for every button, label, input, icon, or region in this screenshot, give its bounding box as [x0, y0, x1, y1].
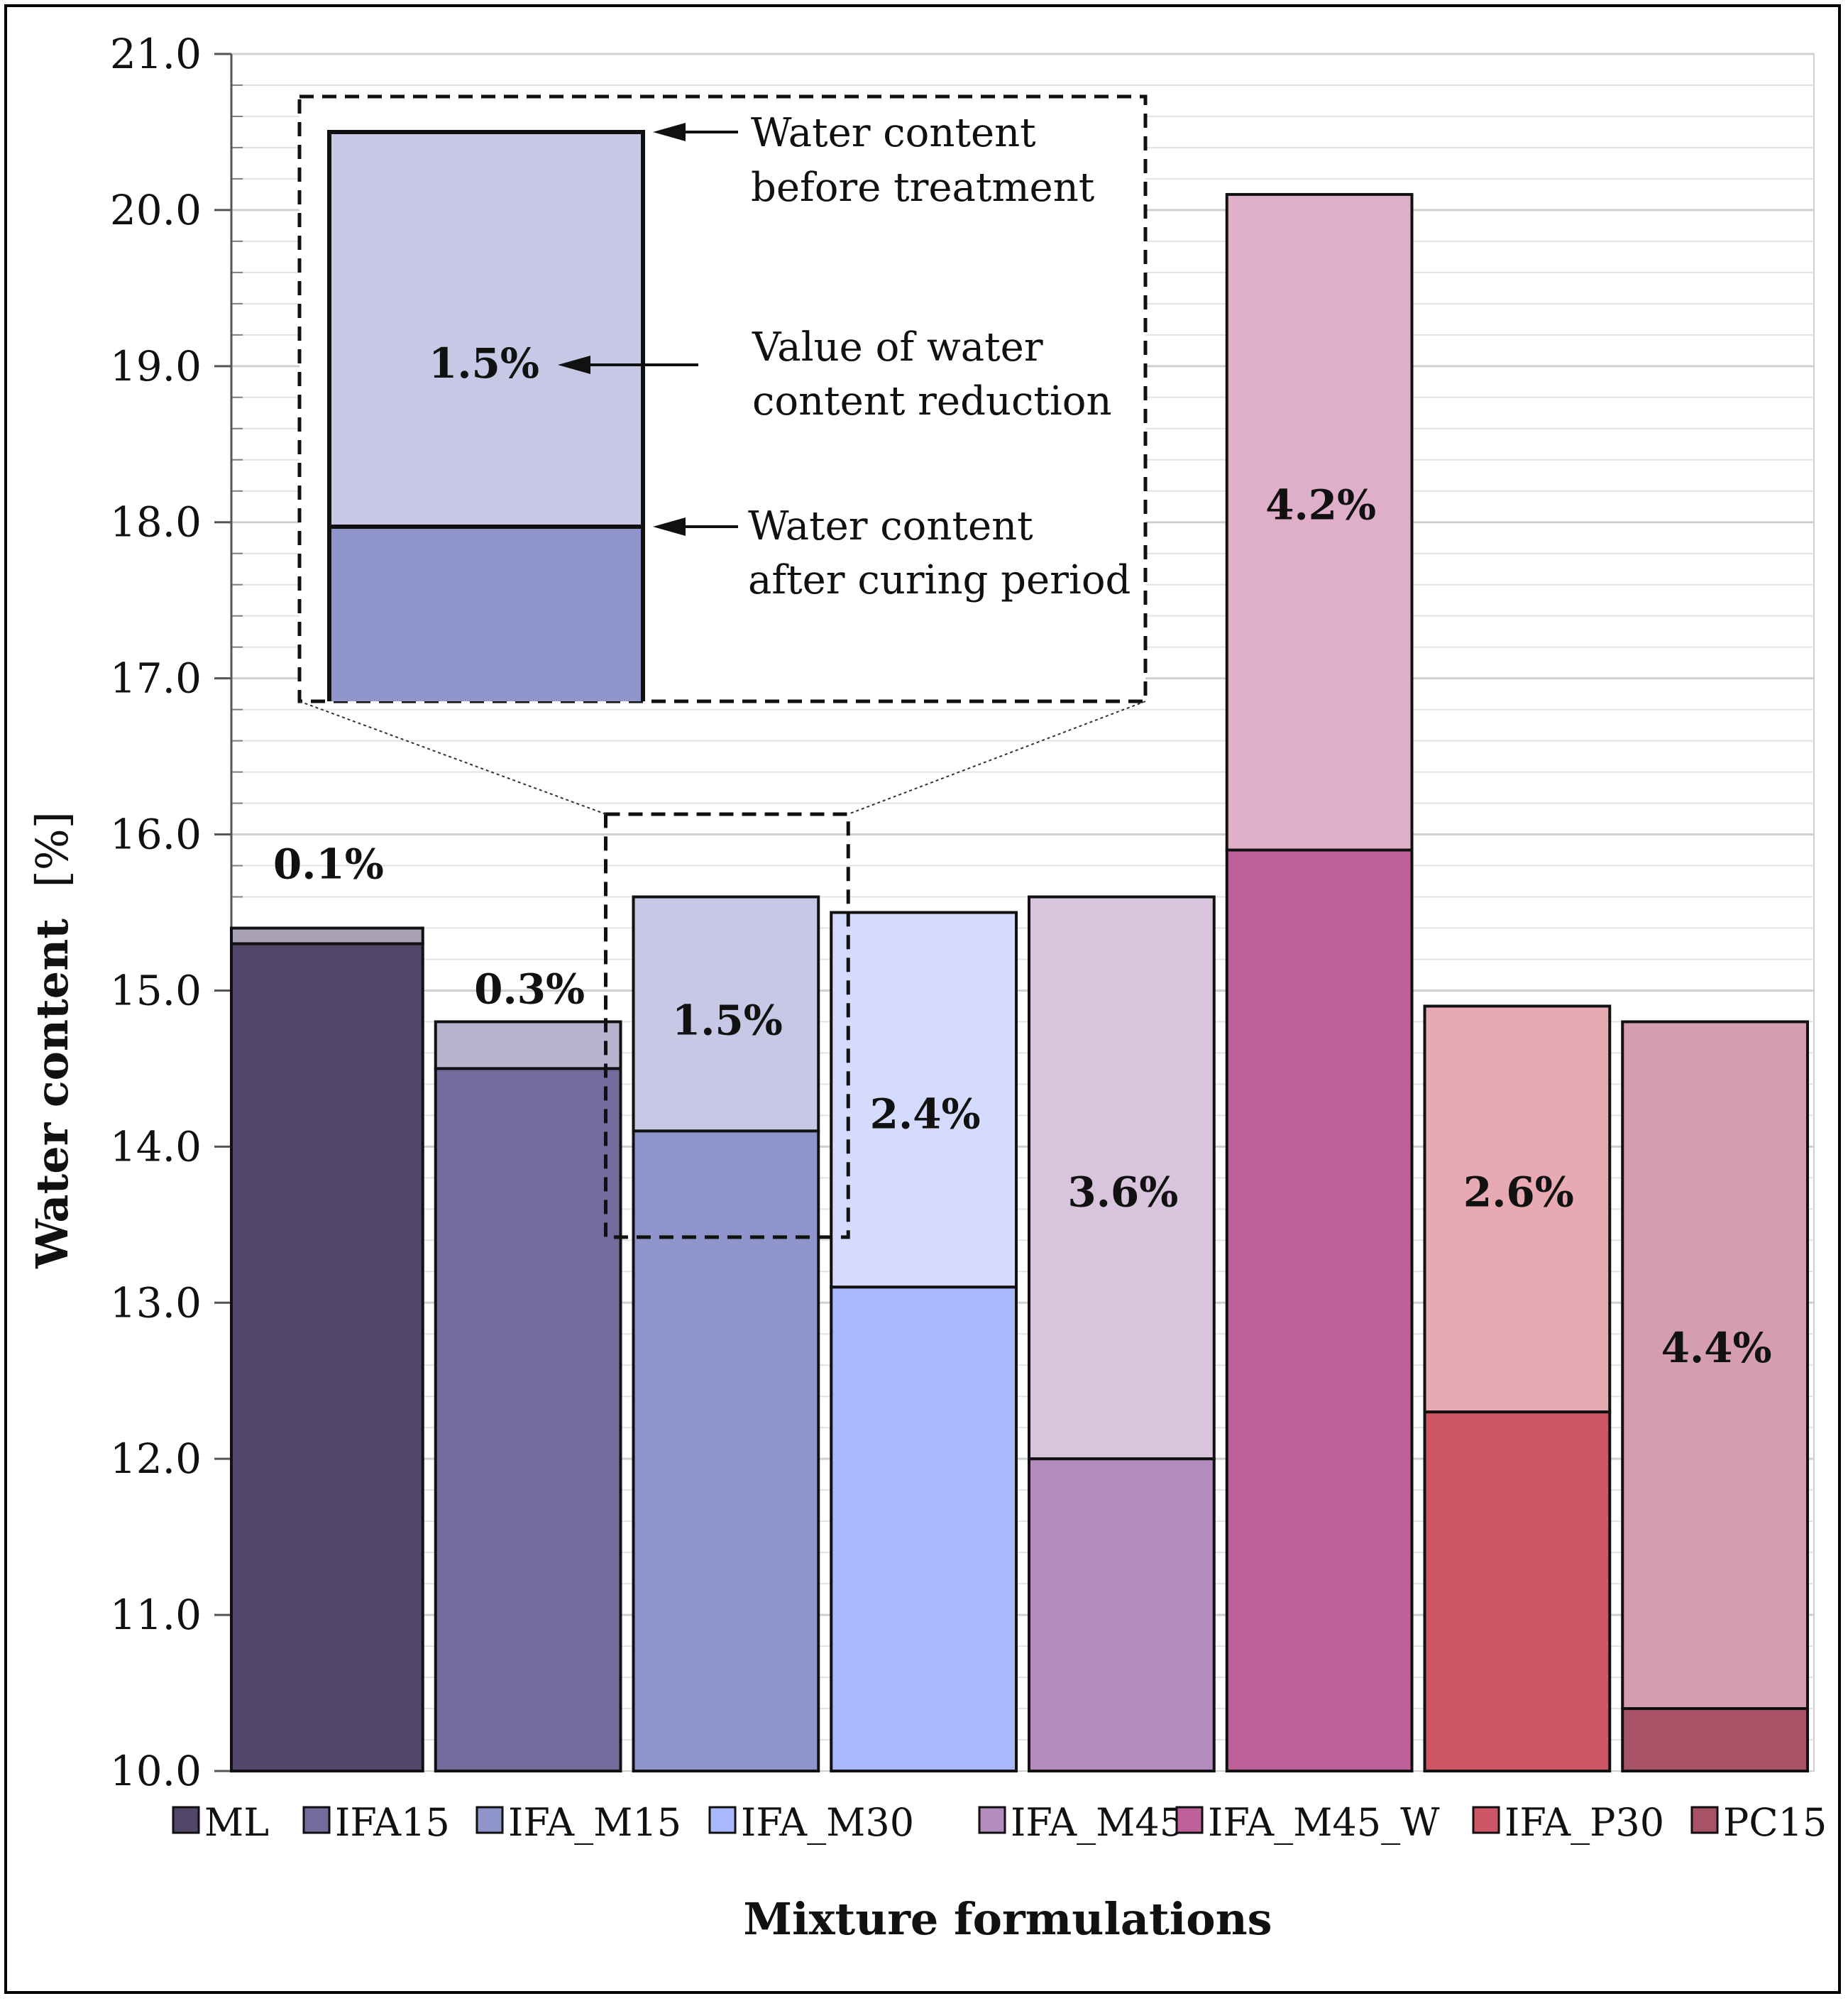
bar-after-segment: [1028, 1457, 1216, 1773]
inset-bar-outline: [327, 130, 645, 701]
bar-group-pc15: [1621, 1020, 1809, 1773]
bar-before-segment: [434, 1020, 622, 1070]
bar-before-segment: [1621, 1020, 1809, 1711]
legend-label: IFA_M30: [741, 1800, 914, 1845]
reduction-label: 4.4%: [1661, 1324, 1772, 1372]
reduction-label: 2.4%: [870, 1090, 981, 1138]
y-tick-label: 14.0: [110, 1122, 202, 1171]
bar-after-segment: [434, 1067, 622, 1772]
y-tick-label: 17.0: [110, 654, 202, 703]
legend-swatch: [172, 1806, 200, 1834]
annotation-after-line2: after curing period: [748, 557, 1131, 603]
bar-group-ifa-m45: [1028, 895, 1216, 1773]
legend-swatch: [302, 1806, 331, 1834]
y-tick-label: 12.0: [110, 1435, 202, 1483]
bar-after-segment: [1621, 1707, 1809, 1773]
reduction-label: 0.3%: [474, 965, 585, 1013]
legend-label: IFA_M45: [1011, 1800, 1184, 1845]
inset-reduction-label: 1.5%: [429, 339, 539, 388]
bar-after-segment: [830, 1285, 1018, 1773]
legend-swatch: [708, 1806, 737, 1834]
y-tick-label: 21.0: [110, 30, 202, 78]
highlight-box: [604, 812, 850, 1239]
bar-before-segment: [830, 911, 1018, 1289]
bar-group-ifa15: [434, 1020, 622, 1772]
bar-group-ifa-p30: [1423, 1004, 1612, 1773]
legend-label: IFA15: [335, 1800, 450, 1845]
annotation-before-line1: Water content: [751, 110, 1036, 156]
legend-label: ML: [204, 1800, 269, 1845]
reduction-label: 2.6%: [1463, 1168, 1574, 1216]
annotation-after-line1: Water content: [748, 503, 1033, 549]
reduction-labels: 0.1% 0.3% 1.5% 2.4% 3.6% 4.2% 2.6% 4.4%: [273, 481, 1772, 1373]
legend-swatch: [978, 1806, 1006, 1834]
bar-after-segment: [1423, 1410, 1612, 1773]
y-axis-title-main: Water content: [26, 919, 78, 1269]
y-tick-label: 18.0: [110, 498, 202, 547]
bar-after-segment: [632, 1129, 820, 1772]
x-axis-title: Mixture formulations: [743, 1893, 1272, 1945]
legend-label: PC15: [1723, 1800, 1827, 1845]
bar-group-ifa-m45-w: [1225, 192, 1414, 1772]
y-tick-label: 15.0: [110, 966, 202, 1014]
y-axis: 10.0 11.0 12.0 13.0 14.0 15.0 16.0 17.0 18.0 19.0…: [110, 30, 243, 1795]
bar-group-ifa-m30: [830, 911, 1018, 1773]
annotation-reduction-line1: Value of water: [752, 324, 1043, 371]
bar-before-segment: [1225, 192, 1414, 852]
annotation-reduction-line2: content reduction: [752, 378, 1112, 424]
arrow-before-head: [653, 123, 686, 141]
legend-swatch: [1472, 1806, 1500, 1834]
y-axis-title: Water content [%]: [26, 811, 78, 1269]
legend: ML IFA15 IFA_M15 IFA_M30 IFA_M45 IFA_M45_W IFA…: [172, 1800, 1827, 1845]
bars: [230, 192, 1809, 1773]
y-tick-label: 16.0: [110, 811, 202, 859]
y-tick-label: 20.0: [110, 186, 202, 234]
arrow-reduction-head: [558, 356, 590, 374]
legend-label: IFA_M45_W: [1208, 1800, 1440, 1845]
reduction-label: 3.6%: [1067, 1168, 1178, 1216]
bar-before-segment: [230, 926, 424, 945]
legend-swatch: [1175, 1806, 1204, 1834]
reduction-label: 4.2%: [1265, 481, 1376, 530]
y-tick-label: 11.0: [110, 1591, 202, 1639]
y-tick-label: 19.0: [110, 342, 202, 390]
bar-after-segment: [230, 942, 424, 1772]
reduction-label: 1.5%: [672, 996, 783, 1044]
legend-label: IFA_M15: [508, 1800, 681, 1845]
connector-right: [847, 701, 1146, 815]
inset-explanation: 1.5% Water content before treatment Value o…: [297, 94, 1148, 1239]
y-axis-title-unit: [%]: [26, 811, 78, 887]
inset-bar-after: [329, 527, 643, 701]
y-tick-label: 13.0: [110, 1278, 202, 1327]
legend-label: IFA_P30: [1505, 1800, 1664, 1845]
arrow-after-head: [653, 517, 686, 536]
legend-swatch: [1690, 1806, 1719, 1834]
bar-after-segment: [1225, 848, 1414, 1772]
inset-bar-before: [329, 132, 643, 527]
bar-group-ml: [230, 926, 424, 1772]
legend-swatch: [475, 1806, 504, 1834]
reduction-label: 0.1%: [273, 840, 384, 889]
y-tick-label: 10.0: [110, 1747, 202, 1795]
annotation-before-line2: before treatment: [751, 165, 1095, 211]
